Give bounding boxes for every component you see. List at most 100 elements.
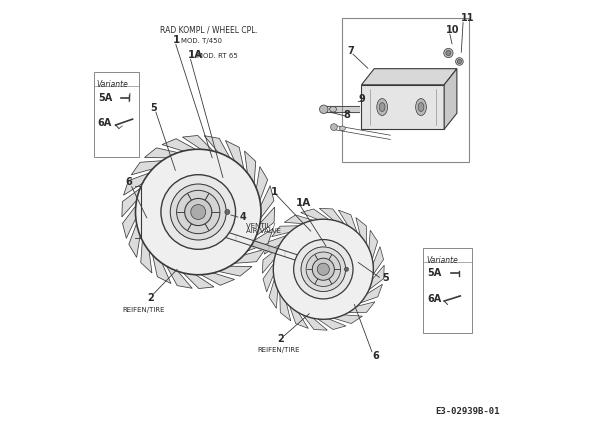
Circle shape: [273, 219, 373, 319]
Text: 5: 5: [151, 103, 157, 113]
Ellipse shape: [340, 126, 346, 131]
Text: 5A: 5A: [427, 268, 442, 279]
Bar: [341, 18, 469, 162]
Text: E3-02939B-01: E3-02939B-01: [435, 407, 499, 416]
Circle shape: [457, 59, 461, 64]
Polygon shape: [256, 207, 275, 236]
Text: AIR VALVE: AIR VALVE: [246, 228, 281, 234]
Polygon shape: [263, 264, 274, 292]
Polygon shape: [369, 230, 377, 259]
Ellipse shape: [379, 103, 385, 112]
Polygon shape: [373, 247, 383, 275]
Circle shape: [301, 247, 346, 291]
Polygon shape: [303, 315, 328, 330]
Polygon shape: [218, 266, 252, 276]
Text: MOD. RT 65: MOD. RT 65: [197, 53, 238, 59]
Polygon shape: [226, 140, 244, 169]
Polygon shape: [280, 294, 291, 321]
Polygon shape: [122, 188, 140, 217]
Polygon shape: [348, 302, 375, 313]
Polygon shape: [318, 319, 346, 329]
Polygon shape: [338, 210, 357, 232]
Circle shape: [176, 190, 220, 234]
Polygon shape: [141, 240, 152, 273]
Polygon shape: [262, 248, 278, 273]
Text: 5: 5: [383, 273, 389, 283]
Polygon shape: [145, 148, 178, 158]
Circle shape: [170, 184, 226, 240]
Polygon shape: [235, 249, 265, 263]
Polygon shape: [269, 279, 278, 308]
Bar: [361, 85, 444, 129]
Text: MOD. T/450: MOD. T/450: [181, 38, 222, 44]
Polygon shape: [290, 306, 308, 329]
Polygon shape: [245, 151, 256, 184]
Polygon shape: [444, 69, 457, 129]
Text: 2: 2: [148, 293, 154, 303]
Polygon shape: [129, 223, 140, 257]
Polygon shape: [204, 136, 230, 158]
Circle shape: [455, 58, 463, 65]
Polygon shape: [264, 236, 286, 254]
Polygon shape: [256, 167, 268, 201]
Polygon shape: [122, 206, 136, 238]
Text: RAD KOMPL / WHEEL CPL.: RAD KOMPL / WHEEL CPL.: [160, 25, 258, 34]
Polygon shape: [361, 284, 382, 303]
Polygon shape: [334, 315, 362, 324]
Text: 5A: 5A: [98, 92, 112, 103]
Polygon shape: [183, 273, 214, 289]
Text: REIFEN/TIRE: REIFEN/TIRE: [123, 307, 165, 312]
Text: 1: 1: [271, 187, 278, 197]
Circle shape: [320, 105, 328, 114]
Circle shape: [312, 258, 334, 280]
Polygon shape: [201, 273, 235, 285]
Polygon shape: [152, 255, 171, 284]
Text: 1: 1: [173, 35, 180, 45]
Circle shape: [331, 124, 337, 131]
Circle shape: [306, 252, 341, 287]
Polygon shape: [260, 186, 274, 218]
Text: Variante: Variante: [427, 256, 458, 265]
Text: Variante: Variante: [97, 80, 129, 89]
Text: 2: 2: [278, 334, 284, 344]
Polygon shape: [361, 69, 457, 85]
Polygon shape: [319, 208, 344, 223]
Text: 11: 11: [461, 13, 475, 23]
Circle shape: [317, 263, 329, 275]
Circle shape: [446, 50, 451, 56]
Polygon shape: [182, 135, 214, 151]
Bar: [423, 248, 472, 333]
Text: 6A: 6A: [427, 294, 442, 304]
Circle shape: [293, 240, 353, 299]
Text: 1A: 1A: [188, 50, 203, 60]
Circle shape: [170, 184, 226, 240]
Text: VENTIL /: VENTIL /: [246, 223, 275, 229]
Text: 4: 4: [240, 212, 247, 222]
Polygon shape: [284, 215, 313, 223]
Ellipse shape: [377, 99, 388, 115]
Circle shape: [161, 175, 236, 249]
Text: 6: 6: [372, 351, 379, 361]
Polygon shape: [301, 209, 329, 220]
Circle shape: [301, 247, 346, 292]
Ellipse shape: [329, 106, 337, 112]
Text: REIFEN/TIRE: REIFEN/TIRE: [257, 347, 300, 353]
Polygon shape: [247, 229, 273, 251]
Text: 6A: 6A: [98, 118, 112, 128]
Circle shape: [344, 267, 349, 271]
Text: 9: 9: [359, 94, 365, 104]
Polygon shape: [124, 173, 149, 195]
Polygon shape: [167, 266, 192, 288]
Polygon shape: [131, 161, 162, 175]
Circle shape: [444, 48, 453, 58]
Ellipse shape: [416, 99, 427, 115]
Circle shape: [191, 204, 206, 220]
Polygon shape: [369, 265, 384, 290]
Ellipse shape: [418, 103, 424, 112]
Circle shape: [185, 198, 212, 226]
Text: 7: 7: [347, 46, 354, 56]
Circle shape: [136, 149, 261, 275]
Text: 1A: 1A: [296, 198, 311, 208]
Text: 6: 6: [125, 177, 132, 187]
Circle shape: [225, 209, 230, 215]
